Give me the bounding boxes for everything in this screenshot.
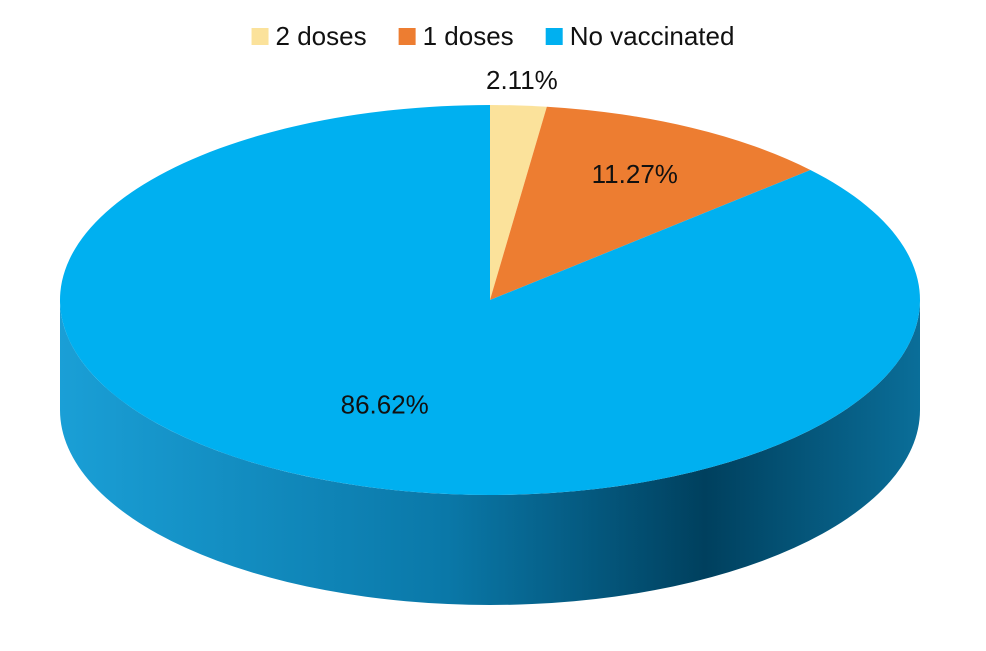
data-label: 86.62% <box>341 390 429 420</box>
legend: 2 doses 1 doses No vaccinated <box>251 21 735 51</box>
data-label: 11.27% <box>592 159 678 189</box>
pie-slice <box>59 105 921 496</box>
legend-label: 2 doses <box>276 21 367 51</box>
legend-swatch <box>398 28 416 45</box>
legend-swatch <box>545 28 563 45</box>
legend-label: 1 doses <box>423 21 514 51</box>
legend-swatch <box>251 28 269 45</box>
pie-side <box>60 300 920 605</box>
pie-slice <box>490 106 811 300</box>
data-label: 2.11% <box>486 65 558 95</box>
legend-label: No vaccinated <box>570 21 735 51</box>
pie-slice <box>490 105 547 300</box>
